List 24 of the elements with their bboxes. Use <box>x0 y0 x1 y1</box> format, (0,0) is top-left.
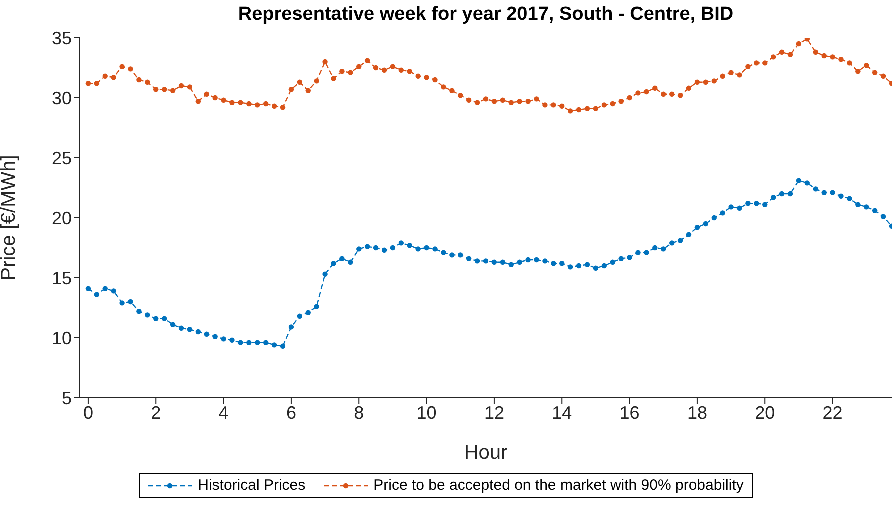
chart-title: Representative week for year 2017, South - Centre, BID <box>237 4 735 26</box>
y-axis-title: Price [€/MWh] <box>0 155 20 281</box>
y-tick-label: 15 <box>52 268 72 288</box>
x-tick-label: 16 <box>620 402 640 423</box>
x-axis-title: Hour <box>464 442 508 464</box>
x-tick-label: 12 <box>484 402 504 423</box>
y-tick-label: 5 <box>62 388 72 408</box>
x-tick-label: 22 <box>822 402 843 423</box>
legend-label: Historical Prices <box>198 477 306 494</box>
y-tick-label: 30 <box>52 88 72 108</box>
x-tick-label: 0 <box>83 402 94 423</box>
y-tick-label: 20 <box>52 208 72 228</box>
x-tick-label: 4 <box>218 402 229 423</box>
x-tick-label: 20 <box>755 402 776 423</box>
x-tick-label: 10 <box>416 402 437 423</box>
x-tick-label: 14 <box>552 402 572 423</box>
x-tick-label: 6 <box>286 402 296 423</box>
y-tick-label: 10 <box>52 328 72 348</box>
y-tick-label: 25 <box>52 148 72 168</box>
y-tick-label: 35 <box>52 28 72 48</box>
x-tick-label: 18 <box>687 402 708 423</box>
x-tick-label: 2 <box>151 402 162 423</box>
x-tick-label: 8 <box>354 402 364 423</box>
legend-label: Price to be accepted on the market with 90% probability <box>374 477 744 494</box>
